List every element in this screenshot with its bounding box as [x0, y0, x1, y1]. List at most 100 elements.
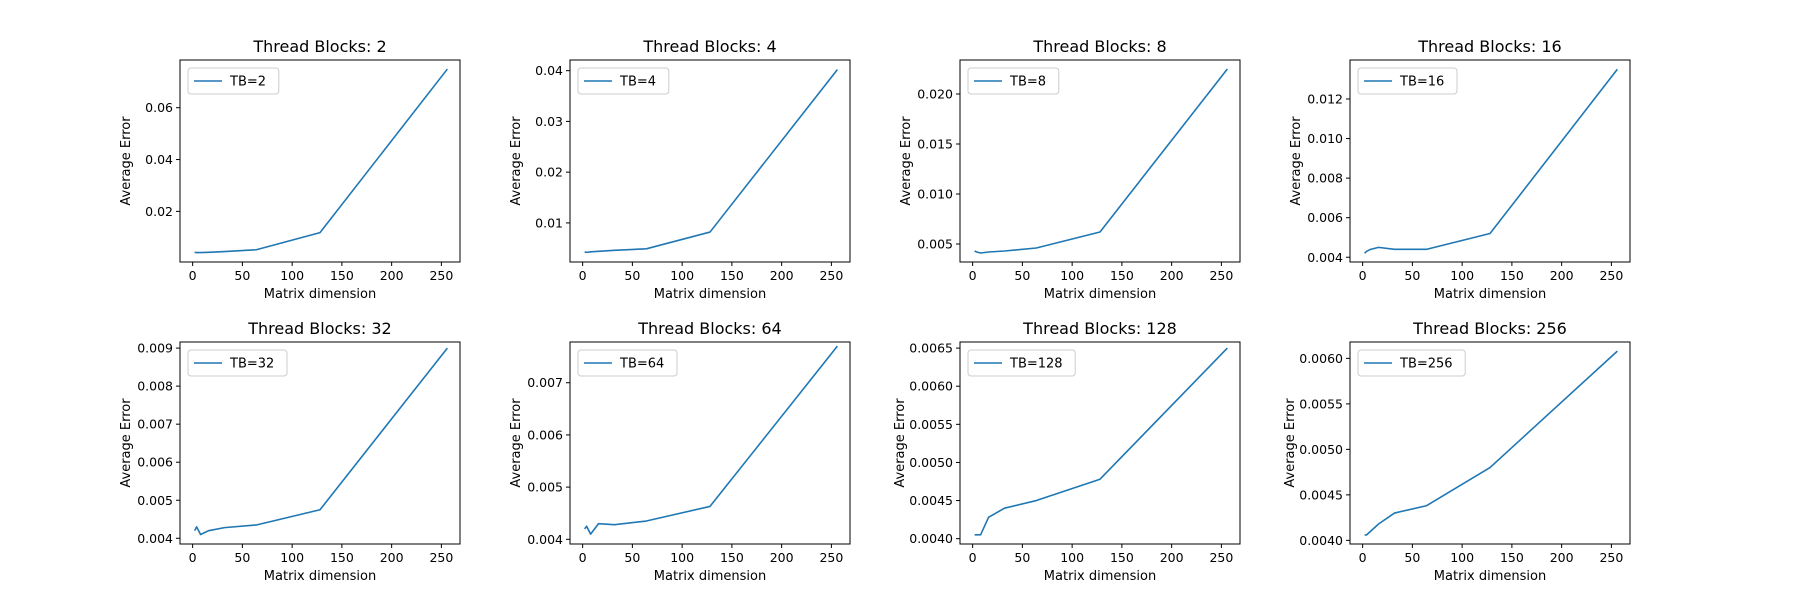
chart-5-ytick-label: 0.004 [137, 531, 173, 546]
chart-2-legend-label: TB=4 [619, 75, 656, 90]
chart-3-xtick-label: 250 [1209, 268, 1233, 283]
chart-5-xtick-label: 250 [429, 550, 453, 565]
chart-2-xtick-label: 200 [770, 268, 794, 283]
chart-8-legend-label: TB=256 [1399, 357, 1453, 372]
chart-8-ytick-label: 0.0050 [1299, 442, 1343, 457]
chart-6-xtick-label: 250 [819, 550, 843, 565]
chart-4-xlabel: Matrix dimension [1434, 287, 1546, 302]
chart-4-ytick-label: 0.006 [1307, 210, 1343, 225]
chart-2-ytick-label: 0.04 [535, 63, 563, 78]
chart-5-ytick-label: 0.006 [137, 455, 173, 470]
chart-6-ylabel: Average Error [509, 398, 524, 488]
chart-3-xtick-label: 50 [1014, 268, 1030, 283]
chart-4-ytick-label: 0.010 [1307, 131, 1343, 146]
chart-2-xtick-label: 50 [624, 268, 640, 283]
chart-3-axes-frame [959, 59, 1241, 263]
chart-8-xtick-label: 100 [1450, 550, 1474, 565]
chart-2-legend [577, 67, 670, 95]
chart-5-axes-frame [179, 341, 461, 545]
chart-3-legend-label: TB=8 [1009, 75, 1046, 90]
chart-2-axes-frame [569, 59, 851, 263]
chart-3-ylabel: Average Error [899, 116, 914, 206]
chart-4-xtick-label: 100 [1450, 268, 1474, 283]
chart-6-series-line [583, 345, 838, 535]
chart-1-legend [187, 67, 280, 95]
chart-3-legend [967, 67, 1060, 95]
chart-3-xtick-label: 100 [1060, 268, 1084, 283]
chart-5-legend-label: TB=32 [229, 357, 274, 372]
chart-1-ytick-label: 0.02 [145, 204, 173, 219]
chart-7-ytick-label: 0.0065 [909, 341, 953, 356]
chart-6-ytick-label: 0.004 [527, 532, 563, 547]
chart-1-xtick-label: 50 [234, 268, 250, 283]
chart-2-title: Thread Blocks: 4 [642, 37, 776, 56]
chart-4-xtick-label: 150 [1500, 268, 1524, 283]
chart-2-xlabel: Matrix dimension [654, 287, 766, 302]
chart-5-ytick-label: 0.007 [137, 417, 173, 432]
chart-4-legend [1357, 67, 1458, 95]
chart-5-xtick-label: 50 [234, 550, 250, 565]
chart-4-title: Thread Blocks: 16 [1417, 37, 1561, 56]
chart-1-ylabel: Average Error [119, 116, 134, 206]
chart-6-ytick-label: 0.006 [527, 427, 563, 442]
chart-7-ytick-label: 0.0045 [909, 493, 953, 508]
chart-8-ytick-label: 0.0060 [1299, 351, 1343, 366]
chart-2-xtick-label: 100 [670, 268, 694, 283]
chart-1-xtick-label: 250 [429, 268, 453, 283]
chart-3-xtick-label: 150 [1110, 268, 1134, 283]
chart-1-legend-label: TB=2 [229, 75, 266, 90]
chart-3-title: Thread Blocks: 8 [1032, 37, 1166, 56]
chart-2-ytick-label: 0.03 [535, 114, 563, 129]
chart-6-xtick-label: 150 [720, 550, 744, 565]
chart-7-legend-label: TB=128 [1009, 357, 1063, 372]
chart-5-xtick-label: 0 [189, 550, 197, 565]
chart-7-ytick-label: 0.0055 [909, 417, 953, 432]
chart-4-subplot: Thread Blocks: 16 0 50 100 150 200 250 0.004 0.0… [1289, 37, 1631, 302]
chart-4-xtick-label: 200 [1550, 268, 1574, 283]
chart-8-ytick-label: 0.0040 [1299, 533, 1343, 548]
chart-1-ytick-label: 0.04 [145, 152, 173, 167]
chart-1-title: Thread Blocks: 2 [252, 37, 386, 56]
chart-4-series-line [1364, 68, 1618, 254]
chart-6-legend-label: TB=64 [619, 357, 664, 372]
chart-5-xlabel: Matrix dimension [264, 569, 376, 584]
chart-1-subplot: Thread Blocks: 2 0 50 100 150 200 250 0.02 0.04 0… [119, 37, 461, 302]
chart-8-legend [1357, 349, 1466, 377]
chart-1-xtick-label: 200 [380, 268, 404, 283]
chart-6-ytick-label: 0.007 [527, 375, 563, 390]
chart-5-title: Thread Blocks: 32 [247, 319, 391, 338]
chart-7-series-line [974, 347, 1228, 536]
chart-4-xtick-label: 0 [1359, 268, 1367, 283]
chart-4-ytick-label: 0.012 [1307, 91, 1343, 106]
chart-8-ylabel: Average Error [1283, 398, 1298, 488]
chart-7-ytick-label: 0.0060 [909, 379, 953, 394]
chart-5-legend [187, 349, 288, 377]
chart-3-subplot: Thread Blocks: 8 0 50 100 150 200 250 0.005 0.01… [899, 37, 1241, 302]
chart-8-ytick-label: 0.0055 [1299, 396, 1343, 411]
chart-8-series-line [1364, 350, 1618, 536]
chart-5-ytick-label: 0.008 [137, 379, 173, 394]
chart-2-xtick-label: 0 [579, 268, 587, 283]
chart-3-xtick-label: 0 [969, 268, 977, 283]
chart-5-xtick-label: 100 [280, 550, 304, 565]
chart-1-ytick-label: 0.06 [145, 100, 173, 115]
chart-7-title: Thread Blocks: 128 [1022, 319, 1177, 338]
chart-8-xlabel: Matrix dimension [1434, 569, 1546, 584]
chart-4-legend-label: TB=16 [1399, 75, 1444, 90]
chart-5-ytick-label: 0.009 [137, 341, 173, 356]
chart-7-xtick-label: 250 [1209, 550, 1233, 565]
chart-6-title: Thread Blocks: 64 [637, 319, 781, 338]
chart-4-axes-frame [1349, 59, 1631, 263]
chart-8-xtick-label: 150 [1500, 550, 1524, 565]
chart-5-series-line [193, 347, 448, 536]
chart-7-xtick-label: 50 [1014, 550, 1030, 565]
chart-7-subplot: Thread Blocks: 128 0 50 100 150 200 250 0.0040 0… [893, 319, 1241, 584]
chart-7-xtick-label: 150 [1110, 550, 1134, 565]
chart-4-xtick-label: 250 [1599, 268, 1623, 283]
chart-6-xtick-label: 0 [579, 550, 587, 565]
chart-3-ytick-label: 0.005 [917, 237, 953, 252]
chart-3-xtick-label: 200 [1160, 268, 1184, 283]
chart-2-xtick-label: 250 [819, 268, 843, 283]
chart-6-legend [577, 349, 678, 377]
chart-2-ylabel: Average Error [509, 116, 524, 206]
